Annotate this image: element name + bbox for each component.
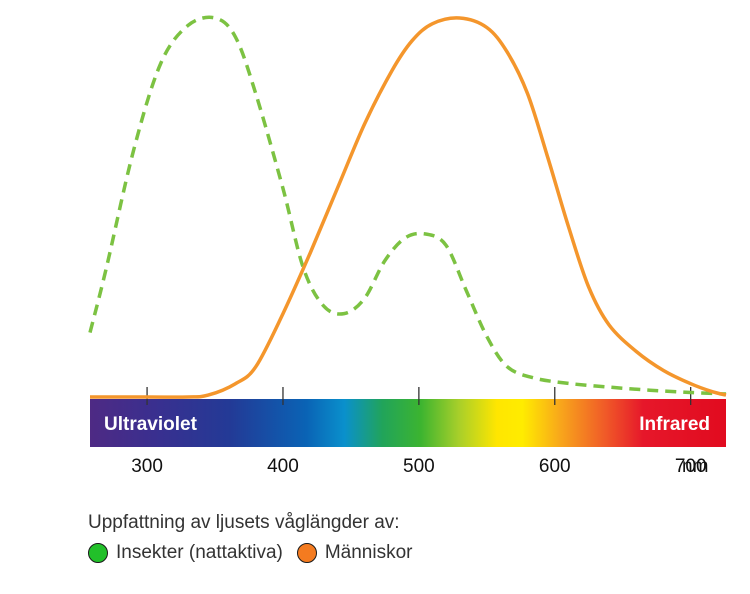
legend: Uppfattning av ljusets våglängder av: In… bbox=[88, 512, 427, 564]
series-line-insects bbox=[88, 15, 727, 396]
legend-swatch-insects bbox=[88, 543, 108, 563]
tick-label-600: 600 bbox=[539, 456, 571, 477]
legend-swatch-humans bbox=[296, 543, 317, 563]
legend-label-insects: Insekter (nattaktiva) bbox=[116, 542, 283, 563]
tick-label-300: 300 bbox=[131, 456, 163, 477]
spectrum-label-left: Ultraviolet bbox=[104, 414, 198, 435]
tick-label-400: 400 bbox=[267, 456, 299, 477]
series-line-humans bbox=[90, 16, 727, 399]
series-lines bbox=[88, 15, 727, 399]
tick-marks bbox=[146, 387, 692, 405]
spectrum-label-right: Infrared bbox=[639, 414, 710, 435]
tick-labels: 300 400 500 600 700 bbox=[131, 456, 706, 477]
legend-item-humans: Människor bbox=[296, 542, 413, 564]
legend-item-insects: Insekter (nattaktiva) bbox=[88, 542, 283, 564]
x-unit-label: nm bbox=[682, 456, 708, 477]
legend-label-humans: Människor bbox=[324, 542, 413, 563]
legend-items: Insekter (nattaktiva) Människor bbox=[88, 542, 427, 564]
spectrum-band bbox=[90, 399, 726, 447]
tick-label-500: 500 bbox=[403, 456, 435, 477]
legend-title: Uppfattning av ljusets våglängder av: bbox=[88, 512, 400, 533]
tick-label-700: 700 bbox=[675, 456, 707, 477]
